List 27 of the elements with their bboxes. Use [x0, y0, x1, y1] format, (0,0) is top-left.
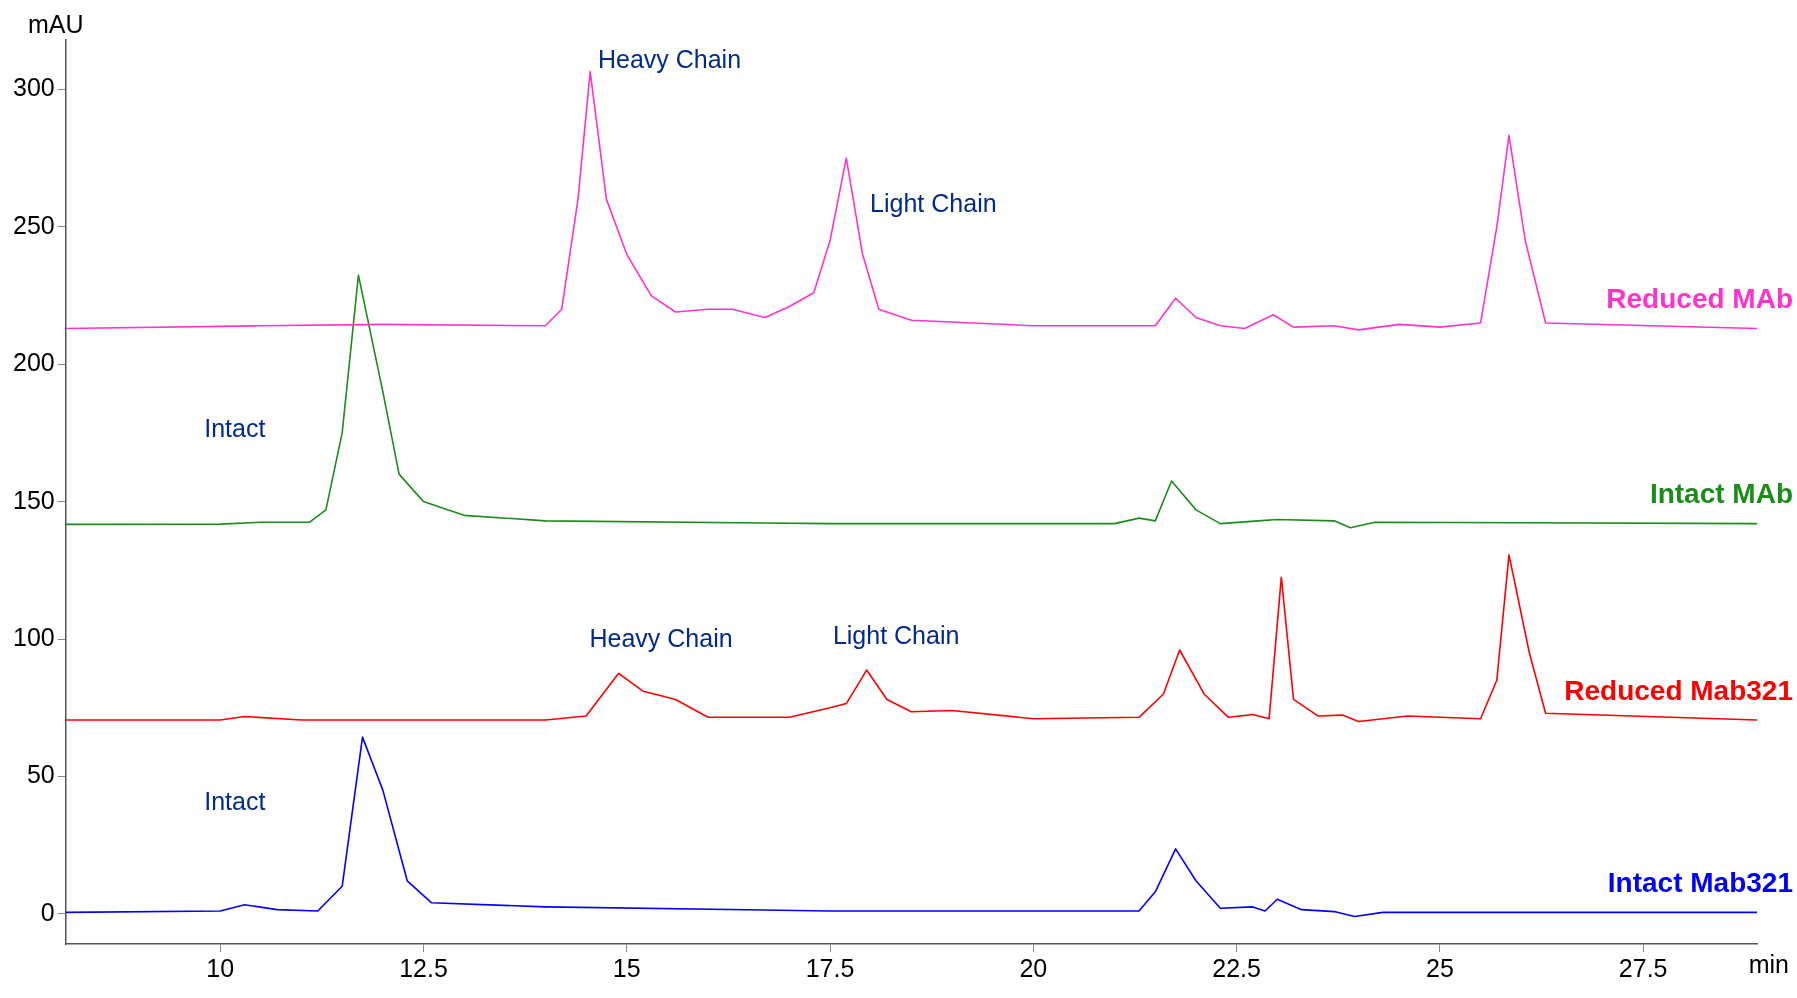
x-tick-label: 20 — [1019, 953, 1048, 982]
y-tick-label: 100 — [12, 622, 55, 651]
x-tick-label: 17.5 — [805, 953, 855, 982]
y-axis-title: mAU — [27, 9, 84, 38]
x-tick-label: 27.5 — [1618, 953, 1668, 982]
x-axis-title: min — [1748, 949, 1789, 978]
x-tick-label: 15 — [612, 953, 641, 982]
series-label: Reduced Mab321 — [1564, 674, 1793, 706]
annotation: Light Chain — [870, 189, 997, 218]
series-label: Reduced MAb — [1606, 283, 1793, 315]
y-tick-label: 250 — [12, 210, 55, 239]
y-tick-label: 150 — [12, 485, 55, 514]
annotation: Light Chain — [832, 620, 960, 649]
annotation: Intact — [204, 413, 266, 442]
series-label: Intact Mab321 — [1607, 867, 1793, 899]
y-tick-label: 200 — [12, 348, 55, 377]
y-tick-label: 300 — [12, 73, 55, 102]
x-tick-label: 22.5 — [1212, 953, 1261, 982]
annotation: Heavy Chain — [589, 624, 733, 653]
series-label: Intact MAb — [1649, 478, 1793, 510]
annotation: Heavy Chain — [597, 44, 742, 73]
annotation: Intact — [204, 786, 266, 815]
y-tick-label: 0 — [40, 897, 55, 926]
x-tick-label: 10 — [206, 953, 235, 982]
x-tick-label: 12.5 — [399, 953, 448, 982]
x-tick-label: 25 — [1425, 953, 1454, 982]
y-tick-label: 50 — [26, 760, 55, 789]
